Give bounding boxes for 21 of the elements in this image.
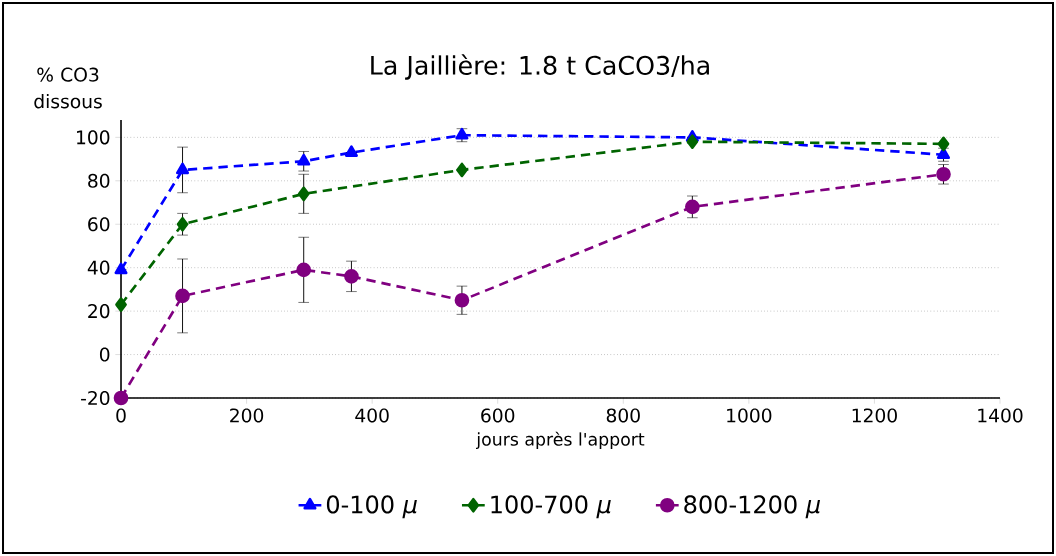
x-tick-label: 400 <box>355 408 389 423</box>
legend-label: 800-1200 μ <box>684 495 821 519</box>
y-tick-label: -20 <box>81 390 110 406</box>
x-tick-label: 0 <box>116 408 126 423</box>
y-tick-label: 20 <box>88 304 110 319</box>
x-tick-label: 800 <box>606 408 640 423</box>
y-tick-label: 100 <box>77 130 110 145</box>
x-axis-title: jours après l'apport <box>476 431 645 450</box>
legend-label: 0-100 μ <box>326 495 417 519</box>
y-tick-label: 0 <box>99 347 110 362</box>
y-axis-title: % CO3 dissous <box>34 67 102 109</box>
x-tick-label: 200 <box>230 408 264 423</box>
y-tick-label: 80 <box>88 173 110 188</box>
legend-label: 100-700 μ <box>491 495 611 519</box>
y-tick-label: 60 <box>88 217 110 232</box>
x-tick-label: 1200 <box>852 408 897 423</box>
x-tick-label: 1400 <box>978 408 1023 423</box>
x-tick-label: 1000 <box>727 408 772 423</box>
y-tick-label: 40 <box>87 260 110 275</box>
x-tick-label: 600 <box>481 408 515 423</box>
chart-title: La Jaillière: 1.8 t CaCO3/ha <box>371 54 709 80</box>
